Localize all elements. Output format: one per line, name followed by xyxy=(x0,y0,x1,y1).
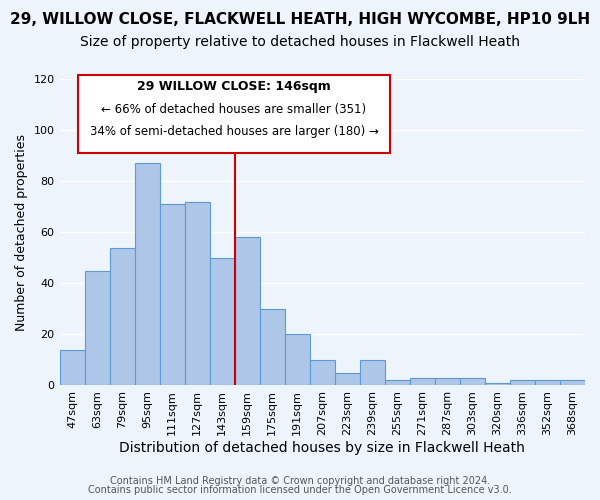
Bar xyxy=(160,204,185,386)
Bar xyxy=(335,372,360,386)
Y-axis label: Number of detached properties: Number of detached properties xyxy=(15,134,28,330)
Text: ← 66% of detached houses are smaller (351): ← 66% of detached houses are smaller (35… xyxy=(101,102,367,116)
Bar xyxy=(235,238,260,386)
Text: Contains public sector information licensed under the Open Government Licence v3: Contains public sector information licen… xyxy=(88,485,512,495)
Bar xyxy=(185,202,209,386)
Bar xyxy=(285,334,310,386)
Text: 29, WILLOW CLOSE, FLACKWELL HEATH, HIGH WYCOMBE, HP10 9LH: 29, WILLOW CLOSE, FLACKWELL HEATH, HIGH … xyxy=(10,12,590,28)
Bar xyxy=(85,270,110,386)
Bar xyxy=(209,258,235,386)
Bar xyxy=(460,378,485,386)
Bar xyxy=(134,164,160,386)
Text: 29 WILLOW CLOSE: 146sqm: 29 WILLOW CLOSE: 146sqm xyxy=(137,80,331,93)
Bar xyxy=(510,380,535,386)
Bar xyxy=(310,360,335,386)
Text: Contains HM Land Registry data © Crown copyright and database right 2024.: Contains HM Land Registry data © Crown c… xyxy=(110,476,490,486)
Bar xyxy=(410,378,435,386)
Bar xyxy=(435,378,460,386)
Bar xyxy=(385,380,410,386)
Bar xyxy=(260,309,285,386)
Text: Size of property relative to detached houses in Flackwell Heath: Size of property relative to detached ho… xyxy=(80,35,520,49)
Bar xyxy=(110,248,134,386)
Text: 34% of semi-detached houses are larger (180) →: 34% of semi-detached houses are larger (… xyxy=(89,125,379,138)
Bar xyxy=(360,360,385,386)
Bar xyxy=(485,383,510,386)
Bar xyxy=(535,380,560,386)
X-axis label: Distribution of detached houses by size in Flackwell Heath: Distribution of detached houses by size … xyxy=(119,441,525,455)
Bar xyxy=(59,350,85,386)
Bar xyxy=(560,380,585,386)
